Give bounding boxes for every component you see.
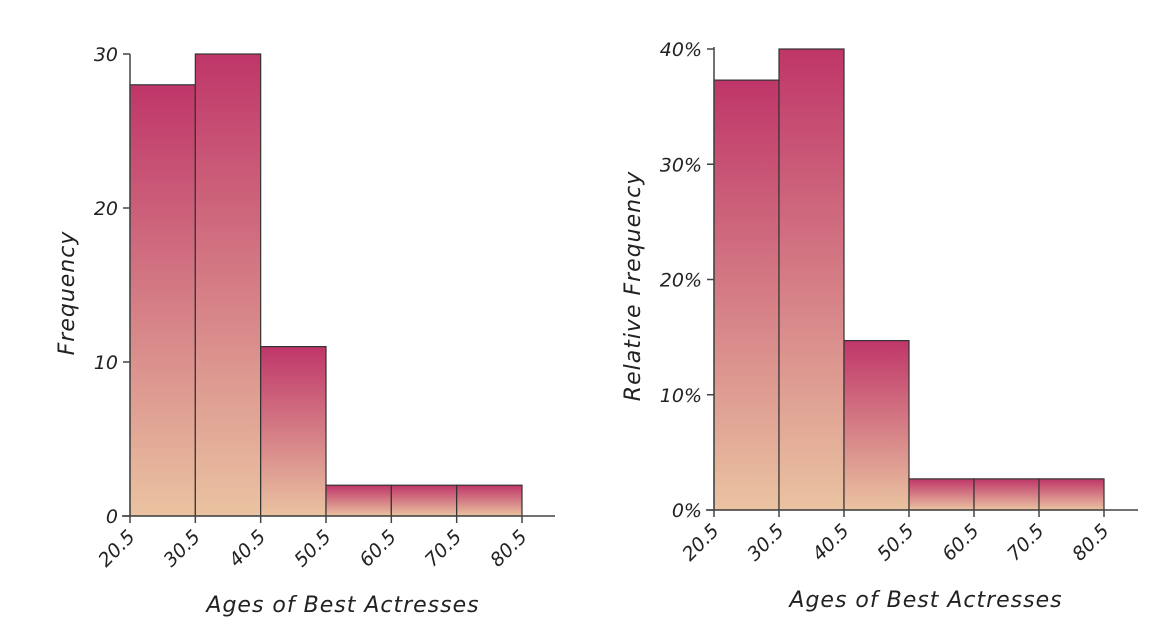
y-tick-label: 0 — [106, 506, 118, 528]
histogram-bar — [908, 478, 975, 511]
histogram-bar — [1038, 478, 1105, 511]
histogram-bar — [194, 53, 262, 517]
x-tick-label: 80.5 — [486, 526, 531, 571]
x-tick-label: 30.5 — [743, 520, 788, 565]
y-tick-label: 10 — [94, 352, 118, 374]
histogram-bar — [390, 484, 458, 517]
x-tick-label: 40.5 — [225, 526, 270, 571]
x-tick-label: 40.5 — [808, 520, 853, 565]
y-axis-title: Relative Frequency — [621, 171, 646, 401]
histogram-bar — [713, 79, 780, 511]
histogram-bar — [456, 484, 523, 517]
histogram-bar — [973, 478, 1040, 511]
histogram-bar — [260, 346, 327, 517]
x-tick-label: 20.5 — [678, 520, 723, 565]
x-tick-label: 70.5 — [421, 526, 466, 571]
y-tick-label: 0% — [672, 500, 702, 522]
x-tick-label: 50.5 — [873, 520, 918, 565]
histogram-bar — [778, 48, 845, 511]
relative-frequency-histogram: Relative Frequency Ages of Best Actresse… — [621, 39, 1138, 613]
x-tick-label: 20.5 — [94, 526, 139, 571]
x-tick-label: 60.5 — [938, 520, 983, 565]
y-tick-label: 30 — [94, 44, 118, 66]
x-axis-title: Ages of Best Actresses — [787, 588, 1062, 613]
x-tick-label: 50.5 — [290, 526, 335, 571]
x-tick-label: 70.5 — [1003, 520, 1048, 565]
histogram-bar — [129, 84, 196, 517]
x-tick-label: 30.5 — [159, 526, 204, 571]
histogram-bar — [325, 484, 392, 517]
histogram-bar — [843, 339, 910, 511]
frequency-histogram: Frequency Ages of Best Actresses 0 10 20 30… — [55, 44, 555, 618]
y-tick-label: 10% — [660, 385, 702, 407]
x-tick-label: 60.5 — [355, 526, 400, 571]
y-tick-label: 40% — [660, 39, 702, 61]
x-axis-title: Ages of Best Actresses — [204, 593, 479, 618]
y-tick-label: 20 — [94, 198, 118, 220]
x-tick-label: 80.5 — [1068, 520, 1113, 565]
y-tick-label: 20% — [660, 270, 702, 292]
y-tick-label: 30% — [660, 154, 702, 176]
y-axis-title: Frequency — [55, 231, 80, 356]
